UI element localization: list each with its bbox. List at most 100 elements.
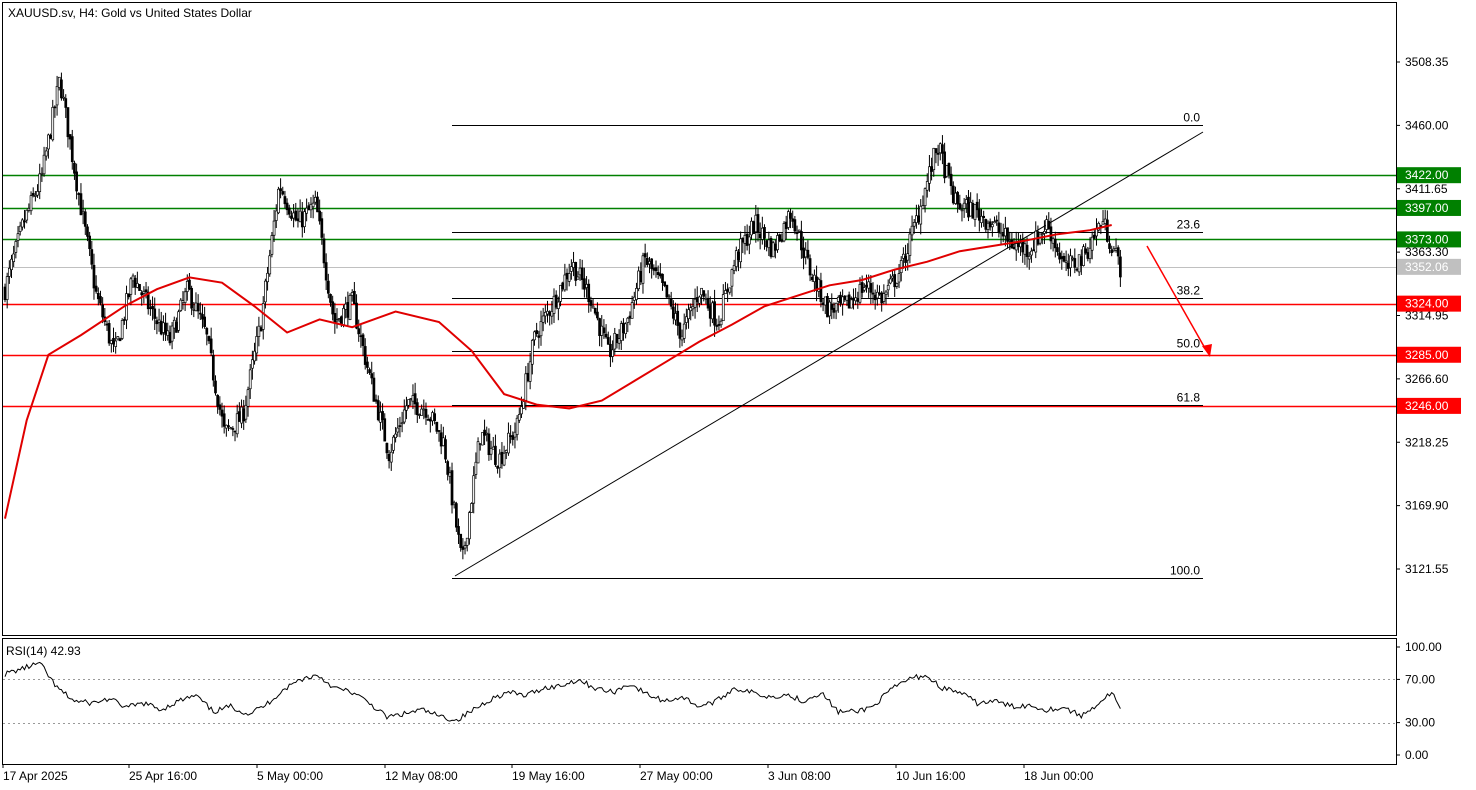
candle-body — [463, 545, 467, 549]
candle-body — [836, 297, 840, 302]
candle-body — [858, 283, 862, 303]
rsi-tick-label: 70.00 — [1405, 672, 1435, 686]
rsi-plot-frame — [2, 638, 1397, 765]
candle-body — [1051, 238, 1055, 244]
candle-body — [387, 453, 391, 462]
candle-body — [251, 359, 254, 369]
candle-body — [1101, 221, 1105, 225]
candle-body — [997, 222, 1001, 233]
candle-body — [583, 278, 586, 290]
candle-body — [196, 303, 200, 312]
candle-body — [198, 312, 202, 315]
candle-body — [719, 320, 723, 326]
candle-body — [1099, 225, 1103, 227]
candle-body — [303, 211, 306, 228]
candle-body — [617, 338, 621, 344]
ascending-trendline — [454, 131, 1204, 577]
candle-body — [361, 334, 365, 346]
candle-body — [602, 327, 606, 334]
candle-body — [183, 291, 187, 303]
candle-body — [954, 192, 957, 204]
candle-body — [737, 251, 740, 261]
candle-body — [962, 202, 966, 209]
candle-body — [335, 319, 339, 322]
time-tick-label: 18 Jun 00:00 — [1024, 769, 1094, 783]
candle-body — [672, 306, 675, 319]
candle-body — [693, 298, 697, 308]
candle-body — [884, 291, 888, 295]
candle-body — [153, 308, 157, 319]
candle-body — [921, 205, 925, 210]
price-axis: 3508.35 3460.00 3411.65 3363.30 3314.95 3266.… — [1396, 55, 1449, 576]
candle-body — [248, 369, 252, 390]
candle-body — [789, 212, 792, 219]
candle-body — [216, 394, 220, 407]
candle-body — [754, 214, 758, 233]
candle-body — [131, 275, 135, 282]
candle-body — [1086, 252, 1090, 259]
rsi-tick-label: 30.00 — [1405, 716, 1435, 730]
candle-body — [446, 461, 450, 475]
candle-body — [222, 413, 226, 427]
candle-body — [526, 372, 530, 382]
candle-body — [418, 414, 421, 416]
price-tick-label: 3363.30 — [1405, 245, 1449, 259]
candle-body — [956, 192, 959, 205]
time-tick-label: 3 Jun 08:00 — [768, 769, 831, 783]
candle-body — [439, 432, 443, 447]
candle-body — [214, 380, 217, 394]
chart-title: XAUUSD.sv, H4: Gold vs United States Dol… — [8, 6, 252, 20]
candle-body — [1106, 219, 1109, 242]
candle-body — [1006, 227, 1009, 242]
candle-body — [797, 229, 801, 232]
candle-body — [862, 287, 866, 291]
candle-body — [875, 291, 879, 299]
candle-body — [426, 419, 430, 421]
candle-body — [1092, 234, 1096, 239]
candle-body — [450, 470, 454, 506]
candle-body — [535, 330, 539, 335]
candle-body — [290, 215, 293, 219]
candle-body — [504, 450, 508, 453]
candle-body — [530, 340, 534, 365]
candle-body — [277, 188, 280, 214]
price-tick-label: 3169.90 — [1405, 499, 1449, 513]
candle-body — [109, 340, 113, 344]
candle-body — [658, 273, 662, 277]
bearish-projection-arrow — [1146, 245, 1212, 357]
candle-body — [292, 212, 295, 219]
candle-body — [257, 325, 261, 337]
candle-body — [444, 439, 447, 460]
candle-body — [355, 302, 358, 329]
candle-body — [3, 286, 7, 301]
candle-body — [995, 219, 999, 222]
candle-body — [902, 253, 905, 259]
main-plot-frame — [2, 2, 1397, 636]
candle-body — [604, 333, 608, 338]
candle-body — [498, 453, 502, 469]
candle-body — [411, 395, 415, 402]
candle-body — [468, 512, 471, 540]
candle-body — [96, 292, 100, 300]
candle-body — [635, 287, 638, 300]
candle-body — [713, 301, 716, 326]
candle-body — [188, 279, 191, 290]
time-tick-label: 5 May 00:00 — [257, 769, 323, 783]
level-tag-bg — [1397, 295, 1461, 312]
candle-body — [841, 296, 844, 305]
candle-body — [27, 208, 31, 211]
candle-body — [574, 261, 578, 281]
candle-body — [394, 433, 397, 439]
candle-body — [485, 432, 489, 435]
candle-body — [509, 435, 512, 437]
candle-body — [407, 399, 410, 406]
candle-body — [353, 290, 356, 305]
candle-body — [936, 152, 940, 155]
candle-body — [255, 336, 259, 354]
candle-body — [366, 361, 369, 368]
candle-body — [934, 148, 938, 154]
candle-body — [211, 354, 215, 381]
candle-body — [253, 350, 256, 362]
candle-body — [259, 327, 263, 332]
candle-body — [220, 409, 224, 417]
